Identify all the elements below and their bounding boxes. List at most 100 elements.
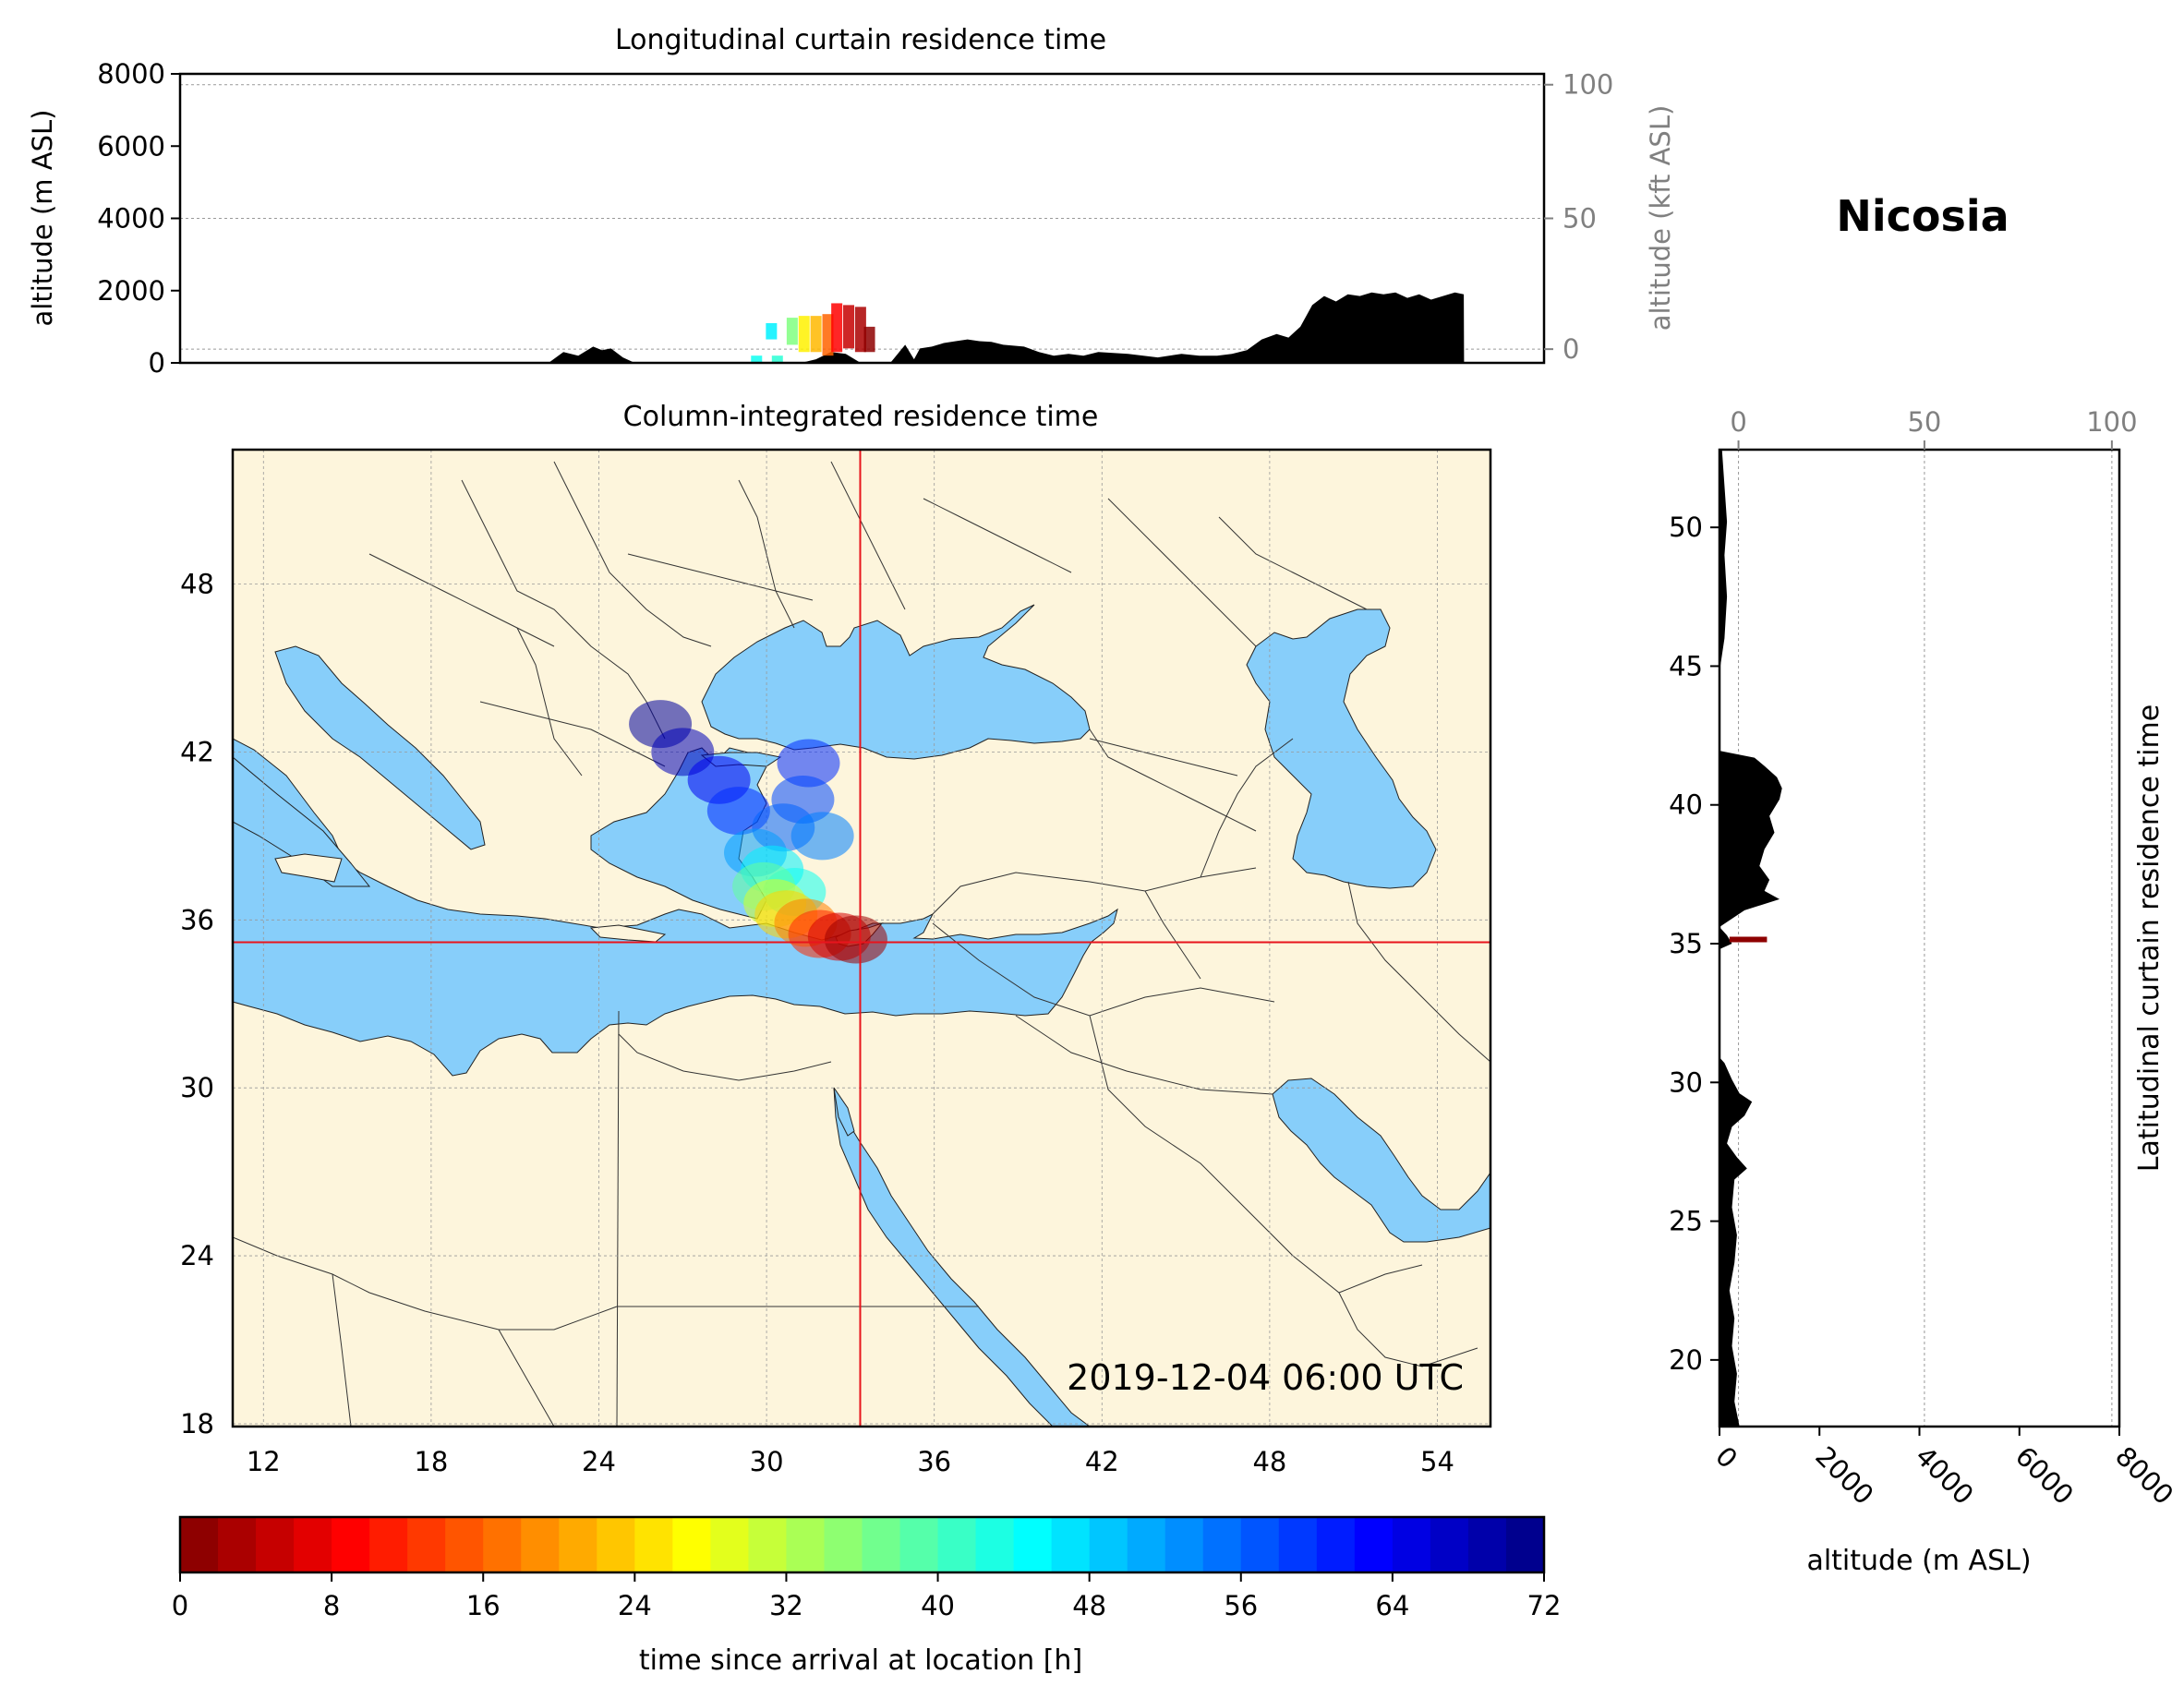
latitudinal-ylabel: Latitudinal curtain residence time bbox=[2133, 704, 2166, 1172]
map-xtick-label: 12 bbox=[247, 1446, 281, 1477]
colorbar-segment bbox=[483, 1517, 522, 1572]
colorbar-segment bbox=[899, 1517, 939, 1572]
longitudinal-right-tick-label: 100 bbox=[1563, 69, 1613, 101]
latitudinal-frame bbox=[1718, 448, 2121, 1428]
map-xtick-label: 54 bbox=[1420, 1446, 1454, 1477]
latitudinal-terrain bbox=[1719, 450, 1782, 1427]
colorbar-segment bbox=[937, 1517, 977, 1572]
colorbar-tick-label: 0 bbox=[172, 1590, 188, 1621]
longitudinal-ylabel: altitude (m ASL) bbox=[27, 110, 58, 327]
colorbar-segment bbox=[1013, 1517, 1053, 1572]
longitudinal-residence-bar bbox=[843, 305, 855, 349]
longitudinal-ytick-label: 2000 bbox=[97, 275, 165, 307]
latitudinal-xlabel: altitude (m ASL) bbox=[1806, 1545, 2031, 1577]
colorbar-segment bbox=[1354, 1517, 1394, 1572]
longitudinal-residence-bar bbox=[863, 326, 875, 353]
tyrrhenian-sea bbox=[233, 756, 371, 887]
longitudinal-right-tick-label: 50 bbox=[1563, 203, 1597, 235]
colorbar-segment bbox=[332, 1517, 370, 1572]
longitudinal-ytick-label: 6000 bbox=[97, 130, 165, 162]
colorbar-segment bbox=[294, 1517, 332, 1572]
map-x-ticks: 12 18 24 30 36 42 48 54 bbox=[247, 1446, 1454, 1477]
longitudinal-ytick-label: 0 bbox=[149, 347, 165, 379]
colorbar-tick-label: 64 bbox=[1375, 1590, 1409, 1621]
longitudinal-ylabel-right: altitude (kft ASL) bbox=[1645, 105, 1676, 331]
longitudinal-residence-bar bbox=[854, 307, 866, 353]
latitudinal-xtick-label: 4000 bbox=[1910, 1440, 1980, 1511]
colorbar-segment bbox=[218, 1517, 257, 1572]
colorbar-tick-label: 72 bbox=[1527, 1590, 1562, 1621]
latitudinal-xtick-label: 6000 bbox=[2009, 1440, 2080, 1511]
latitudinal-top-ticks: 0 50 100 bbox=[1730, 406, 2138, 450]
latitudinal-ytick-label: 25 bbox=[1669, 1206, 1703, 1237]
colorbar-tick-label: 32 bbox=[769, 1590, 803, 1621]
timestamp-label: 2019-12-04 06:00 UTC bbox=[1067, 1357, 1464, 1398]
latitudinal-terrain-area bbox=[1719, 450, 1782, 1427]
map-xtick-label: 42 bbox=[1085, 1446, 1119, 1477]
map-frame bbox=[231, 448, 1492, 1428]
longitudinal-residence-bar bbox=[766, 322, 778, 340]
colorbar-segment bbox=[786, 1517, 825, 1572]
map-ytick-label: 30 bbox=[180, 1072, 214, 1103]
map-y-ticks: 18 24 30 36 42 48 bbox=[180, 569, 214, 1439]
map-xtick-label: 24 bbox=[582, 1446, 616, 1477]
colorbar-tick-label: 40 bbox=[921, 1590, 955, 1621]
colorbar-segment bbox=[1089, 1517, 1128, 1572]
plume-point bbox=[790, 812, 854, 861]
longitudinal-residence-bar bbox=[810, 316, 822, 353]
map-xtick-label: 36 bbox=[917, 1446, 951, 1477]
latitudinal-xtick-label: 8000 bbox=[2109, 1440, 2179, 1511]
longitudinal-residence-bar bbox=[786, 318, 798, 345]
location-name: Nicosia bbox=[1836, 191, 2009, 241]
longitudinal-residence-bar bbox=[771, 355, 783, 363]
longitudinal-right-tick-label: 0 bbox=[1563, 333, 1579, 365]
colorbar-segment bbox=[1430, 1517, 1469, 1572]
colorbar-segment bbox=[1392, 1517, 1431, 1572]
colorbar-segment bbox=[1278, 1517, 1318, 1572]
latitudinal-top-tick-label: 0 bbox=[1730, 406, 1746, 438]
colorbar-label: time since arrival at location [h] bbox=[639, 1644, 1082, 1677]
map-xtick-label: 18 bbox=[414, 1446, 448, 1477]
colorbar-segment bbox=[1467, 1517, 1507, 1572]
longitudinal-residence-bar bbox=[798, 316, 810, 353]
longitudinal-ytick-label: 8000 bbox=[97, 58, 165, 90]
map-body bbox=[233, 450, 1490, 1427]
map-title: Column-integrated residence time bbox=[623, 401, 1099, 433]
colorbar-segment-lines bbox=[180, 1517, 1545, 1572]
colorbar-segment bbox=[521, 1517, 560, 1572]
colorbar-segment bbox=[1316, 1517, 1356, 1572]
colorbar-segment bbox=[862, 1517, 901, 1572]
latitudinal-ytick-label: 35 bbox=[1669, 928, 1703, 959]
colorbar-segment bbox=[256, 1517, 295, 1572]
plume-point bbox=[777, 739, 840, 788]
latitudinal-x-ticks: 0 2000 4000 6000 8000 bbox=[1709, 1427, 2179, 1511]
longitudinal-ytick-label: 4000 bbox=[97, 203, 165, 235]
map-panel: Column-integrated residence time bbox=[180, 401, 1492, 1477]
colorbar-frame bbox=[178, 1515, 1546, 1574]
colorbar: 0 8 16 24 32 40 48 56 64 72 time since arrival at… bbox=[172, 1515, 1562, 1677]
latitudinal-top-tick-label: 100 bbox=[2086, 406, 2137, 438]
longitudinal-right-ticks: 0 50 100 bbox=[1544, 69, 1613, 365]
residence-plume bbox=[629, 700, 887, 964]
colorbar-segment bbox=[672, 1517, 711, 1572]
colorbar-tick-label: 56 bbox=[1224, 1590, 1258, 1621]
gulf-of-suez bbox=[833, 1087, 855, 1137]
colorbar-segment bbox=[748, 1517, 787, 1572]
latitudinal-ytick-label: 50 bbox=[1669, 512, 1703, 543]
colorbar-segment bbox=[445, 1517, 484, 1572]
map-ytick-label: 24 bbox=[180, 1240, 214, 1271]
colorbar-segment bbox=[407, 1517, 446, 1572]
longitudinal-residence-bar bbox=[831, 303, 843, 353]
latitudinal-residence-bar bbox=[1729, 936, 1768, 943]
longitudinal-panel: Longitudinal curtain residence time 0 200… bbox=[27, 24, 1676, 379]
map-xtick-label: 48 bbox=[1252, 1446, 1286, 1477]
map-ytick-label: 36 bbox=[180, 904, 214, 935]
latitudinal-ytick-label: 30 bbox=[1669, 1066, 1703, 1098]
caspian-sea bbox=[1246, 608, 1437, 889]
map-ytick-label: 42 bbox=[180, 736, 214, 767]
latitudinal-y-ticks: 20 25 30 35 40 45 50 bbox=[1669, 512, 1719, 1376]
longitudinal-y-ticks: 0 2000 4000 6000 8000 bbox=[97, 58, 180, 379]
latitudinal-ytick-label: 45 bbox=[1669, 650, 1703, 681]
